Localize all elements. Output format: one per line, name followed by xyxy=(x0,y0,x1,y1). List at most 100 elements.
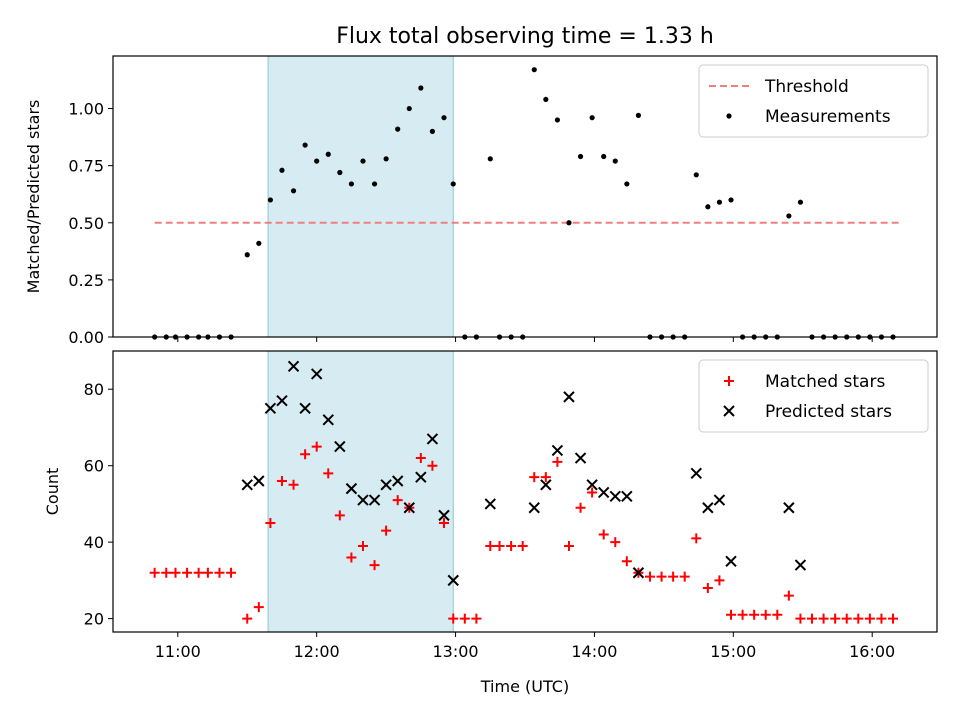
series-plus xyxy=(149,441,899,624)
legend-label: Predicted stars xyxy=(765,402,892,422)
predicted-point xyxy=(528,502,540,514)
measurement-point xyxy=(406,105,412,112)
measurement-point xyxy=(429,128,436,134)
legend-box xyxy=(698,359,929,433)
axes-frame xyxy=(112,350,938,633)
y-tick-label: 0.25 xyxy=(68,271,104,290)
x-tick-label: 16:00 xyxy=(849,642,895,661)
y-tick-label: 60 xyxy=(84,457,104,476)
matched-point xyxy=(587,487,598,498)
y-axis-label: Matched/Predicted stars xyxy=(24,100,43,294)
matched-point xyxy=(193,567,204,578)
x-tick-label: 12:00 xyxy=(294,642,340,661)
predicted-point xyxy=(391,475,404,487)
predicted-point xyxy=(690,467,702,480)
predicted-point xyxy=(783,502,795,514)
matched-point xyxy=(471,613,482,624)
matched-point xyxy=(300,449,311,460)
predicted-point xyxy=(426,433,439,445)
y-axis-label: Count xyxy=(43,468,62,516)
matched-point xyxy=(552,456,563,467)
measurement-point xyxy=(256,240,262,246)
matched-point xyxy=(529,472,540,483)
y-tick-label: 20 xyxy=(84,610,104,629)
predicted-point xyxy=(334,440,346,453)
x-tick-label: 15:00 xyxy=(710,642,756,661)
matched-point xyxy=(563,540,574,551)
predicted-point xyxy=(438,509,450,522)
matched-point xyxy=(485,540,496,551)
matched-point xyxy=(621,556,632,567)
legend-matched-swatch xyxy=(724,376,734,386)
matched-point xyxy=(841,613,852,624)
matched-point xyxy=(170,567,181,578)
predicted-point xyxy=(484,498,496,510)
matched-point xyxy=(853,613,864,624)
legend-label: Measurements xyxy=(765,107,891,127)
measurement-point xyxy=(531,67,537,73)
matched-point xyxy=(242,613,253,624)
legend: Threshold Measurements xyxy=(698,64,929,138)
matched-point xyxy=(830,613,841,624)
predicted-point xyxy=(299,402,311,415)
measurement-point xyxy=(577,153,584,160)
legend: Matched stars Predicted stars xyxy=(698,359,929,433)
matched-point xyxy=(311,441,322,452)
matched-point xyxy=(737,609,748,620)
predicted-point xyxy=(403,502,415,514)
matched-point xyxy=(357,540,368,551)
measurement-point xyxy=(348,181,355,187)
measurement-point xyxy=(450,181,456,187)
matched-point xyxy=(265,518,276,529)
matched-point xyxy=(702,583,713,594)
matched-point xyxy=(323,468,334,479)
matched-point xyxy=(749,609,760,620)
predicted-point xyxy=(322,414,334,426)
predicted-point xyxy=(345,482,358,495)
measurement-point xyxy=(693,172,699,178)
matched-point xyxy=(644,571,655,582)
matched-point xyxy=(760,609,771,620)
matched-point xyxy=(448,613,459,624)
predicted-point xyxy=(287,360,300,373)
legend-label: Matched stars xyxy=(765,372,885,392)
predicted-point xyxy=(447,574,459,587)
matched-point xyxy=(506,540,517,551)
matched-point xyxy=(610,537,621,548)
matched-point xyxy=(864,613,875,624)
predicted-point xyxy=(794,559,807,571)
predicted-point xyxy=(264,402,277,415)
predicted-point xyxy=(574,452,587,464)
predicted-point xyxy=(253,475,265,487)
matched-point xyxy=(656,571,667,582)
measurement-point xyxy=(543,96,549,103)
matched-point xyxy=(149,567,160,578)
predicted-point xyxy=(380,479,392,491)
matched-point xyxy=(438,518,449,529)
matched-point xyxy=(876,613,887,624)
measurement-point xyxy=(589,115,595,121)
measurement-point xyxy=(728,197,734,203)
predicted-point xyxy=(563,391,575,403)
matched-point xyxy=(459,613,470,624)
measurement-point xyxy=(418,85,424,91)
measurement-point xyxy=(267,197,273,203)
measurement-point xyxy=(244,252,250,258)
x-tick-label: 14:00 xyxy=(571,642,617,661)
measurement-point xyxy=(314,158,320,164)
predicted-point xyxy=(276,394,288,407)
legend-predicted-swatch xyxy=(723,405,735,417)
matched-point xyxy=(807,613,818,624)
axes-frame xyxy=(112,55,938,338)
matched-point xyxy=(679,571,690,582)
measurement-point xyxy=(612,158,618,164)
matched-point xyxy=(517,540,528,551)
y-tick-label: 40 xyxy=(84,533,104,552)
predicted-point xyxy=(632,567,645,579)
matched-point xyxy=(783,590,794,601)
matched-point xyxy=(575,502,586,513)
y-tick-label: 0.75 xyxy=(68,157,104,176)
measurement-point xyxy=(487,156,493,162)
matched-point xyxy=(795,613,806,624)
